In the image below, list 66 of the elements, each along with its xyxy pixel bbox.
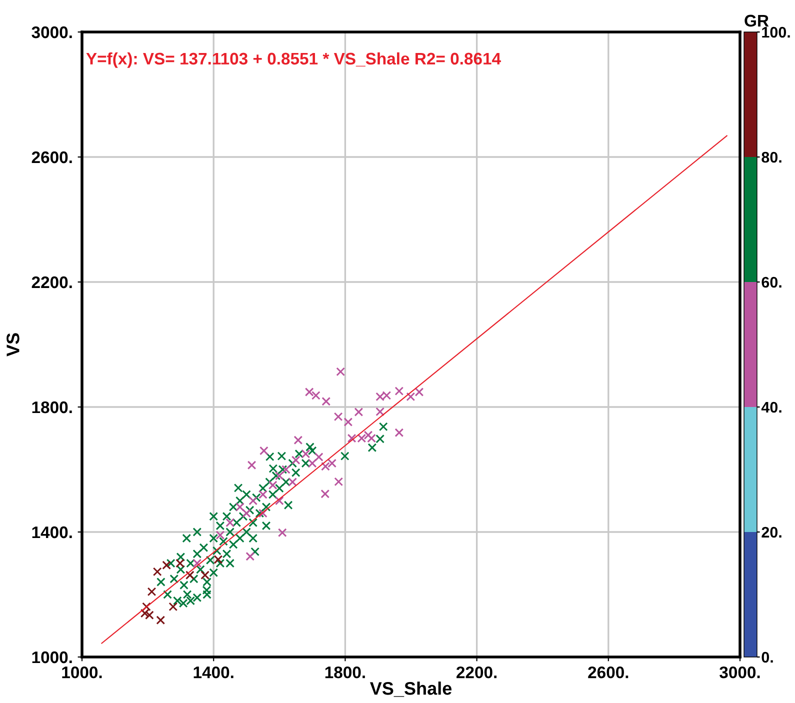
point <box>216 530 225 540</box>
point <box>147 587 156 596</box>
point <box>322 396 331 406</box>
point <box>291 456 300 465</box>
point <box>274 471 284 480</box>
point <box>334 477 344 486</box>
point <box>268 480 278 490</box>
point <box>394 386 404 396</box>
x-tick-label: 1400. <box>194 666 234 678</box>
y-tick-label: 1800. <box>32 401 72 414</box>
point <box>334 412 343 422</box>
point <box>214 555 223 564</box>
annotation: Y=f(x): VS= 137.1103 + 0.8551 * VS_Shale R2= 0.8614 <box>86 52 501 68</box>
y-tick-label: 3000. <box>32 26 72 38</box>
point <box>247 460 256 470</box>
y-tick-label: 1000. <box>32 651 72 664</box>
point <box>162 560 171 570</box>
point <box>142 602 151 612</box>
point <box>235 502 244 512</box>
x-tick-label: 1800. <box>325 666 365 678</box>
x-tick-label: 3000. <box>720 666 760 678</box>
point <box>176 558 184 568</box>
color-bar-label: 0. <box>762 652 773 663</box>
point <box>320 489 330 498</box>
point <box>168 602 178 612</box>
color-bar-label: 40. <box>761 402 782 413</box>
y-tick-label: 1400. <box>32 526 72 538</box>
point <box>354 408 364 416</box>
point <box>246 552 255 561</box>
point <box>414 388 424 396</box>
point <box>314 452 324 462</box>
point <box>308 458 317 468</box>
y-tick-label: 2200. <box>32 276 72 288</box>
point <box>200 570 210 580</box>
point <box>394 428 404 438</box>
point <box>376 407 385 416</box>
point <box>288 478 297 486</box>
point <box>258 508 268 518</box>
point <box>185 570 194 580</box>
point <box>406 392 416 402</box>
point <box>248 496 258 506</box>
x-axis-title: VS_Shale <box>370 682 452 697</box>
point <box>301 449 310 458</box>
color-bar-label: 100. <box>762 26 790 38</box>
point <box>258 490 268 499</box>
color-bar-label: 80. <box>762 152 782 163</box>
point <box>278 528 287 538</box>
y-axis-title: VS <box>6 333 20 356</box>
point <box>274 496 284 506</box>
point <box>260 446 268 456</box>
point <box>226 518 234 528</box>
x-tick-label: 2600. <box>588 666 628 678</box>
point <box>282 465 290 474</box>
y-tick-label: 2600. <box>32 151 72 164</box>
point <box>192 558 202 568</box>
point <box>344 418 353 426</box>
point <box>156 616 166 625</box>
point <box>336 367 346 376</box>
point <box>294 436 303 445</box>
point <box>152 567 162 576</box>
x-tick-label: 2200. <box>456 666 497 678</box>
color-bar-title: GR <box>744 14 769 27</box>
color-bar-label: 20. <box>762 526 782 538</box>
point <box>242 508 251 518</box>
color-bar-label: 60. <box>762 276 782 288</box>
x-tick-label: 1000. <box>62 666 102 678</box>
